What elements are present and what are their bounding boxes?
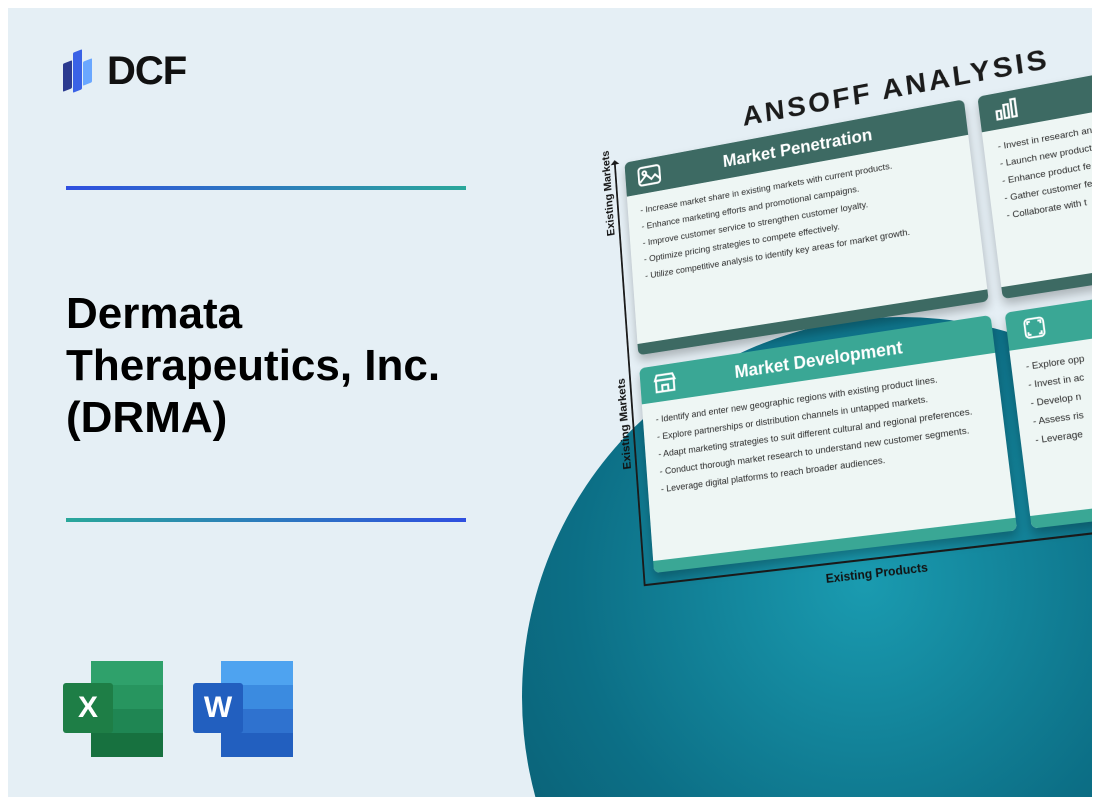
ansoff-matrix: ANSOFF ANALYSIS Existing Markets Existin… bbox=[603, 13, 1092, 658]
divider-bottom bbox=[66, 518, 466, 522]
store-icon bbox=[652, 371, 677, 395]
divider-top bbox=[66, 186, 466, 190]
app-icons: X W bbox=[63, 661, 293, 757]
excel-letter: X bbox=[63, 683, 113, 733]
card-title bbox=[1060, 292, 1092, 324]
brand-logo: DCF bbox=[63, 46, 186, 96]
axis-x-label: Existing Products bbox=[825, 560, 928, 586]
bars-icon bbox=[992, 97, 1020, 122]
brand-logo-mark bbox=[63, 46, 97, 96]
word-icon: W bbox=[193, 661, 293, 757]
canvas: DCF Dermata Therapeutics, Inc. (DRMA) X … bbox=[8, 8, 1092, 797]
brand-logo-text: DCF bbox=[107, 49, 186, 94]
excel-icon: X bbox=[63, 661, 163, 757]
matrix-card-development: Market DevelopmentIdentify and enter new… bbox=[639, 315, 1017, 573]
image-icon bbox=[637, 163, 661, 187]
expand-icon bbox=[1020, 315, 1049, 341]
page-title: Dermata Therapeutics, Inc. (DRMA) bbox=[66, 288, 506, 444]
matrix-card-diversification: Explore oppInvest in acDevelop nAssess r… bbox=[1005, 270, 1092, 529]
word-letter: W bbox=[193, 683, 243, 733]
